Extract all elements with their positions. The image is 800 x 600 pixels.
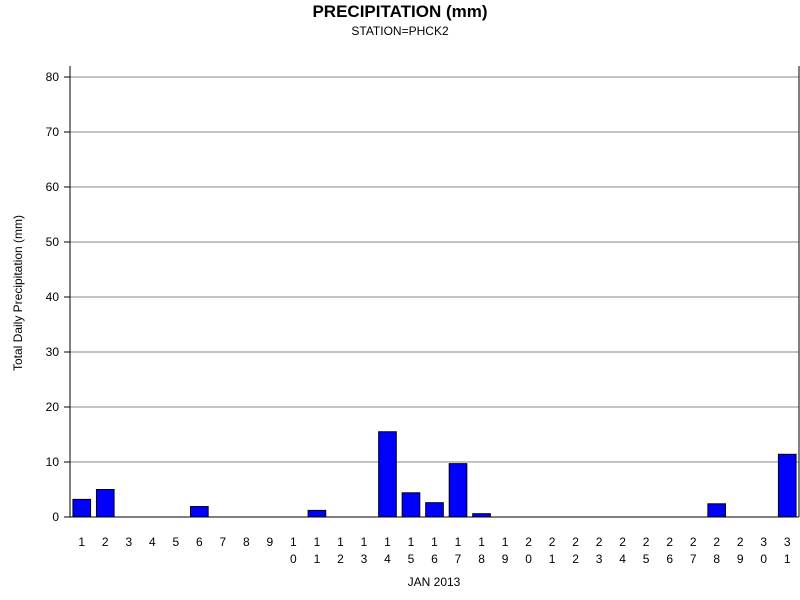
x-tick-label: 2 (525, 535, 532, 549)
x-tick-label: 7 (220, 535, 227, 549)
x-tick-label: 3 (596, 552, 603, 566)
x-tick-label: 8 (243, 535, 250, 549)
bar (72, 498, 92, 518)
x-tick-label: 2 (690, 535, 697, 549)
x-tick-label: 2 (572, 552, 579, 566)
x-tick-label: 1 (78, 535, 85, 549)
x-tick-label: 5 (643, 552, 650, 566)
x-tick-label: 1 (431, 535, 438, 549)
x-tick-label: 2 (643, 535, 650, 549)
x-tick-label: 0 (525, 552, 532, 566)
y-axis-label: Total Daily Precipitation (mm) (11, 215, 25, 371)
y-tick-label: 60 (46, 180, 60, 194)
x-tick-label: 8 (478, 552, 485, 566)
x-tick-label: 1 (478, 535, 485, 549)
x-axis-label: JAN 2013 (408, 575, 461, 589)
x-tick-label: 0 (760, 552, 767, 566)
x-tick-label: 2 (549, 535, 556, 549)
bars (72, 431, 797, 518)
x-tick-label: 1 (314, 535, 321, 549)
x-tick-label: 6 (666, 552, 673, 566)
x-tick-label: 1 (784, 552, 791, 566)
chart-subtitle: STATION=PHCK2 (351, 24, 449, 38)
x-tick-label: 1 (502, 535, 509, 549)
x-tick-label: 3 (760, 535, 767, 549)
x-tick-label: 1 (549, 552, 556, 566)
gridlines (70, 76, 799, 463)
x-tick-label: 1 (384, 535, 391, 549)
y-tick-labels: 0 10 20 30 40 50 60 70 80 (46, 70, 60, 524)
x-tick-label: 2 (102, 535, 109, 549)
bar (95, 489, 115, 518)
bar (378, 431, 397, 518)
x-tick-labels: 1 2 3 4 5 6 7 8 9 1011121314151617181920212223242… (78, 535, 790, 566)
bar (707, 503, 727, 518)
x-tick-label: 1 (290, 535, 297, 549)
y-tick-label: 10 (46, 455, 60, 469)
x-tick-label: 7 (455, 552, 462, 566)
x-tick-label: 3 (784, 535, 791, 549)
x-tick-label: 9 (737, 552, 744, 566)
bar (448, 463, 468, 518)
x-tick-label: 2 (666, 535, 673, 549)
bar (425, 502, 444, 518)
x-tick-label: 2 (737, 535, 744, 549)
x-tick-label: 2 (596, 535, 603, 549)
x-tick-label: 5 (408, 552, 415, 566)
x-tick-label: 2 (572, 535, 579, 549)
y-tick-label: 0 (52, 510, 59, 524)
y-tick-label: 30 (46, 345, 60, 359)
y-tick-label: 70 (46, 125, 60, 139)
x-tick-label: 2 (713, 535, 720, 549)
x-tick-label: 7 (690, 552, 697, 566)
x-tick-label: 2 (337, 552, 344, 566)
x-tick-label: 9 (502, 552, 509, 566)
x-tick-label: 1 (314, 552, 321, 566)
x-tick-label: 0 (290, 552, 297, 566)
x-tick-label: 5 (172, 535, 179, 549)
bar (190, 506, 209, 518)
bar (401, 492, 421, 518)
y-tick-label: 50 (46, 235, 60, 249)
x-tick-label: 6 (196, 535, 203, 549)
y-tick-label: 80 (46, 70, 60, 84)
y-tick-label: 40 (46, 290, 60, 304)
x-tick-label: 1 (361, 535, 368, 549)
x-tick-label: 2 (619, 535, 626, 549)
x-tick-label: 4 (619, 552, 626, 566)
x-tick-label: 3 (125, 535, 132, 549)
x-tick-label: 9 (267, 535, 274, 549)
bar (777, 453, 797, 518)
y-tick-label: 20 (46, 400, 60, 414)
x-tick-label: 3 (361, 552, 368, 566)
axes (64, 66, 800, 518)
x-tick-label: 1 (455, 535, 462, 549)
x-tick-label: 4 (384, 552, 391, 566)
x-tick-label: 4 (149, 535, 156, 549)
x-tick-label: 8 (713, 552, 720, 566)
x-tick-label: 1 (337, 535, 344, 549)
bar (307, 509, 327, 518)
chart-title: PRECIPITATION (mm) (312, 2, 488, 21)
x-tick-label: 1 (408, 535, 415, 549)
x-tick-label: 6 (431, 552, 438, 566)
